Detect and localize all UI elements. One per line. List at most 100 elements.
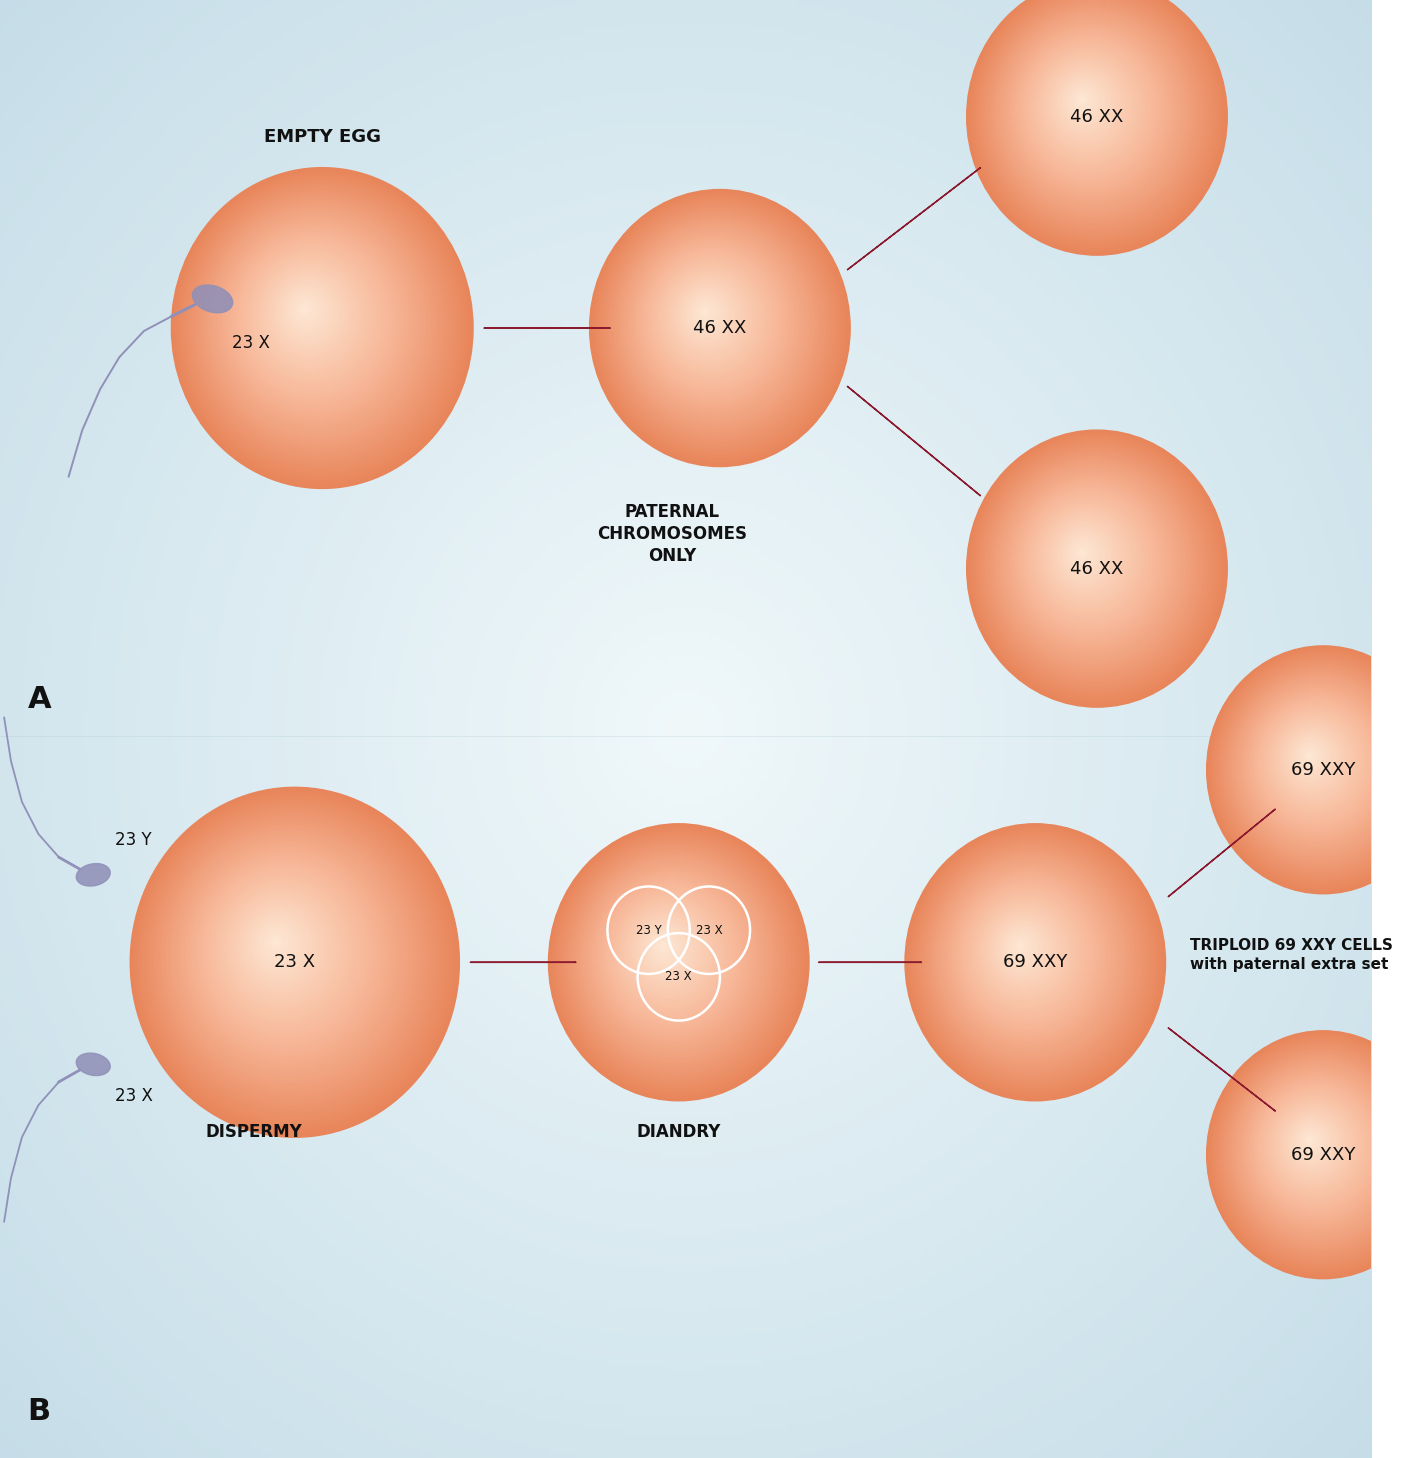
Ellipse shape [681,287,734,343]
Ellipse shape [968,0,1225,252]
Ellipse shape [664,268,755,366]
Ellipse shape [984,907,1065,994]
Ellipse shape [263,929,290,958]
Ellipse shape [608,210,825,440]
Ellipse shape [620,222,811,426]
Ellipse shape [1232,674,1407,859]
Ellipse shape [188,849,386,1059]
Ellipse shape [1217,1041,1427,1264]
Ellipse shape [154,814,428,1105]
Ellipse shape [1308,1139,1311,1142]
Ellipse shape [1279,1110,1347,1180]
Text: DISPERMY: DISPERMY [206,1123,303,1140]
Ellipse shape [164,824,417,1092]
Ellipse shape [1269,713,1359,808]
Ellipse shape [244,245,380,389]
Ellipse shape [648,252,775,386]
Ellipse shape [1302,748,1318,764]
Ellipse shape [137,795,450,1127]
Ellipse shape [1275,1104,1352,1187]
Ellipse shape [924,844,1141,1075]
Ellipse shape [1288,733,1335,783]
Ellipse shape [950,870,1110,1041]
Ellipse shape [650,932,680,964]
Ellipse shape [625,905,711,997]
Ellipse shape [962,885,1092,1024]
Ellipse shape [620,900,720,1005]
Ellipse shape [76,863,110,886]
Ellipse shape [647,251,777,389]
Ellipse shape [625,227,804,417]
Ellipse shape [1279,725,1347,795]
Ellipse shape [1012,26,1170,192]
Ellipse shape [1031,499,1145,620]
Ellipse shape [1048,66,1122,144]
Ellipse shape [1018,943,1022,948]
Ellipse shape [1231,1056,1409,1247]
Ellipse shape [570,846,783,1072]
Ellipse shape [595,195,843,459]
Ellipse shape [1304,1134,1315,1147]
Ellipse shape [196,857,377,1050]
Ellipse shape [174,834,404,1079]
Ellipse shape [992,917,1054,981]
Ellipse shape [160,818,423,1098]
Ellipse shape [1051,519,1120,593]
Ellipse shape [1221,1045,1422,1260]
Ellipse shape [1070,87,1095,115]
Ellipse shape [982,0,1208,235]
Ellipse shape [654,936,675,958]
Ellipse shape [236,236,391,401]
Ellipse shape [955,876,1102,1034]
Ellipse shape [1048,518,1122,596]
Ellipse shape [1258,1085,1375,1209]
Ellipse shape [1072,542,1094,564]
Ellipse shape [1078,96,1087,105]
Ellipse shape [1047,64,1125,147]
Ellipse shape [1214,653,1428,885]
Ellipse shape [133,790,457,1134]
Ellipse shape [268,271,350,357]
Text: 23 X: 23 X [116,1088,153,1105]
Ellipse shape [220,219,411,423]
Ellipse shape [1297,1127,1324,1156]
Ellipse shape [281,286,333,338]
Ellipse shape [648,929,683,967]
Ellipse shape [1268,712,1361,811]
Ellipse shape [1011,25,1171,195]
Ellipse shape [918,838,1148,1083]
Ellipse shape [258,923,297,964]
Ellipse shape [1251,1077,1384,1219]
Ellipse shape [288,293,324,330]
Ellipse shape [687,293,725,335]
Ellipse shape [1294,1124,1329,1161]
Ellipse shape [1252,695,1381,831]
Ellipse shape [598,876,745,1034]
Ellipse shape [931,853,1131,1064]
Ellipse shape [583,860,765,1054]
Ellipse shape [657,261,765,376]
Ellipse shape [181,841,396,1069]
Ellipse shape [611,891,728,1015]
Ellipse shape [905,824,1165,1101]
Ellipse shape [571,849,780,1070]
Ellipse shape [1242,684,1394,846]
Ellipse shape [972,436,1220,700]
Ellipse shape [621,901,717,1003]
Ellipse shape [1250,1076,1385,1220]
Ellipse shape [238,903,321,990]
Ellipse shape [967,889,1088,1018]
Ellipse shape [957,879,1100,1031]
Ellipse shape [968,432,1225,704]
Ellipse shape [233,233,394,405]
Ellipse shape [1024,39,1154,178]
Ellipse shape [928,849,1137,1070]
Ellipse shape [1014,481,1167,643]
Ellipse shape [1207,1031,1428,1279]
Ellipse shape [277,280,338,344]
Ellipse shape [1278,722,1348,796]
Ellipse shape [227,889,337,1006]
Ellipse shape [227,226,403,414]
Ellipse shape [1037,506,1137,611]
Ellipse shape [180,176,461,477]
